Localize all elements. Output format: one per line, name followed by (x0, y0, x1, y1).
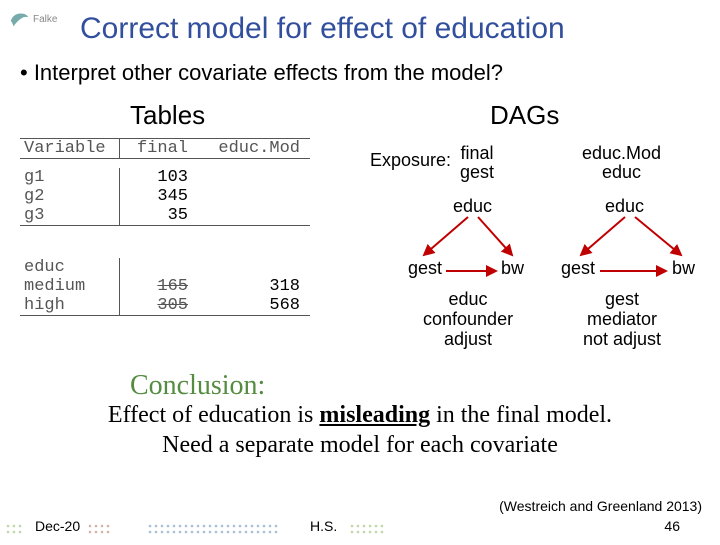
table-cell: 103 (120, 168, 200, 187)
dags-heading: DAGs (490, 100, 559, 131)
logo: Falke (8, 8, 57, 30)
table-cell: 35 (120, 206, 200, 225)
footer-page-number: 46 (664, 518, 680, 534)
footer-dots (0, 520, 720, 540)
table-cell: g1 (20, 168, 120, 187)
conclusion-heading: Conclusion: (130, 370, 265, 402)
table-block-g: g1103 g2345 g335 (20, 168, 310, 226)
dag-left-h-arrow (444, 264, 500, 278)
table-header-educmod: educ.Mod (200, 139, 310, 158)
dag-right-h-arrow (598, 264, 670, 278)
table-cell: educ (20, 258, 120, 277)
table-cell: 345 (120, 187, 200, 206)
bullet-line: • Interpret other covariate effects from… (20, 60, 503, 86)
table-block-educ: educ medium165318 high305568 (20, 258, 310, 316)
dag-left-exposure: final gest (460, 144, 494, 182)
table-cell: high (20, 296, 120, 315)
footer-reference: (Westreich and Greenland 2013) (499, 498, 702, 514)
tables-heading: Tables (130, 100, 205, 131)
dag-left-arrows (398, 213, 538, 265)
table-cell: 568 (200, 296, 310, 315)
footer-date: Dec-20 (35, 518, 80, 534)
dag-right-role: gest mediator not adjust (583, 290, 661, 349)
table-cell: g2 (20, 187, 120, 206)
logo-text: Falke (33, 14, 57, 25)
table-cell: medium (20, 277, 120, 296)
table-cell: g3 (20, 206, 120, 225)
table-cell: 318 (200, 277, 310, 296)
table-cell: 165 (120, 277, 200, 296)
footer-author: H.S. (310, 518, 337, 534)
table-cell: 305 (120, 296, 200, 315)
conclusion-body: Effect of education is misleading in the… (0, 400, 720, 460)
exposure-label: Exposure: (370, 150, 451, 171)
table-header-final: final (120, 139, 200, 158)
dag-left-role: educ confounder adjust (423, 290, 513, 349)
table-header-row: Variable final educ.Mod (20, 138, 310, 159)
page-title: Correct model for effect of education (80, 12, 565, 46)
dag-right-arrows (555, 213, 705, 265)
bird-icon (8, 8, 30, 30)
table-header-variable: Variable (20, 139, 120, 158)
dag-right-exposure: educ.Mod educ (582, 144, 661, 182)
